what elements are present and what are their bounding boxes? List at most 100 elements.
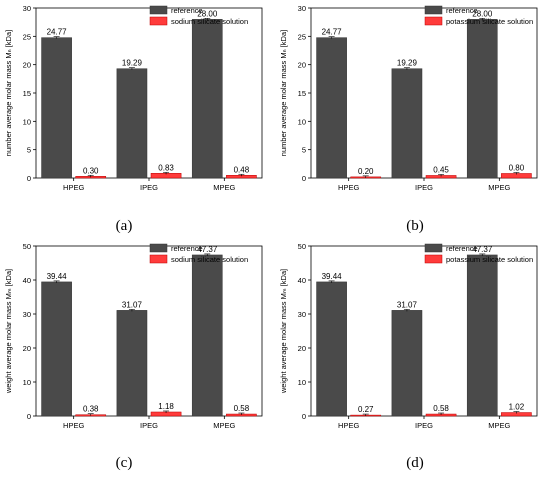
chart-panel-c: 0 10 20 30 40 50 weight average molar mass Mₘ … — [0, 238, 275, 438]
data-label: 28.00 — [472, 9, 493, 18]
y-tick-label: 5 — [302, 146, 306, 155]
y-axis-label: weight average molar mass Mₘ [kDa] — [4, 269, 13, 394]
legend-label: sodium silicate solution — [171, 17, 248, 26]
data-label: 24.77 — [322, 28, 343, 37]
x-tick-label: MPEG — [488, 183, 510, 192]
bar-reference — [316, 37, 347, 179]
x-tick-label: IPEG — [140, 183, 158, 192]
chart-panel-b: 0 5 10 15 20 25 30 number average molar mass Mₙ… — [275, 0, 550, 200]
legend-swatch — [424, 5, 443, 15]
legend-swatch — [424, 254, 443, 264]
legend-label: potassium silicate solution — [446, 17, 533, 26]
x-tick-label: HPEG — [63, 183, 84, 192]
y-tick-label: 50 — [298, 242, 306, 251]
legend-label: reference — [171, 244, 203, 253]
bar-reference — [116, 310, 148, 417]
x-tick-label: MPEG — [213, 183, 235, 192]
x-tick-label: IPEG — [415, 421, 433, 430]
x-tick-label: IPEG — [415, 183, 433, 192]
data-label: 28.00 — [197, 9, 218, 18]
y-tick-label: 30 — [23, 4, 31, 13]
bar-reference — [316, 281, 347, 417]
legend-label: reference — [171, 6, 203, 15]
bar-reference — [41, 281, 72, 417]
y-tick-label: 5 — [27, 146, 31, 155]
y-axis-label: number average molar mass Mₙ [kDa] — [279, 30, 288, 156]
bar-reference — [116, 68, 148, 179]
panel-label-c: (c) — [115, 455, 133, 471]
y-tick-label: 10 — [298, 117, 306, 126]
y-axis-label: number average molar mass Mₙ [kDa] — [4, 30, 13, 156]
legend-label: sodium silicate solution — [171, 255, 248, 264]
chart-d-svg: 0 10 20 30 40 50 weight average molar mass Mₘ … — [279, 242, 538, 430]
y-tick-label: 25 — [23, 32, 31, 41]
y-axis-label: weight average molar mass Mₘ [kDa] — [279, 269, 288, 394]
data-label: 0.58 — [433, 404, 449, 413]
data-label: 1.02 — [509, 403, 525, 412]
bar-reference — [466, 19, 498, 179]
x-tick-label: HPEG — [338, 421, 359, 430]
y-tick-label: 0 — [27, 174, 31, 183]
panel-label-a: (a) — [115, 218, 133, 234]
legend-swatch — [424, 243, 443, 253]
chart-a-svg: 0 5 10 15 20 25 30 number average molar mass Mₙ… — [4, 4, 263, 192]
y-tick-label: 10 — [23, 117, 31, 126]
data-label: 24.77 — [47, 28, 68, 37]
data-label: 0.45 — [433, 165, 449, 174]
data-label: 0.20 — [358, 167, 374, 176]
y-tick-label: 20 — [23, 344, 31, 353]
y-tick-label: 40 — [298, 276, 306, 285]
chart-c-svg: 0 10 20 30 40 50 weight average molar mass Mₘ … — [4, 242, 263, 430]
legend-swatch — [149, 5, 168, 15]
y-tick-label: 20 — [23, 61, 31, 70]
y-tick-label: 30 — [298, 4, 306, 13]
chart-panel-a: 0 5 10 15 20 25 30 number average molar mass Mₙ… — [0, 0, 275, 200]
y-tick-label: 15 — [23, 89, 31, 98]
legend-label: reference — [446, 244, 478, 253]
x-tick-label: MPEG — [488, 421, 510, 430]
y-tick-label: 15 — [298, 89, 306, 98]
y-tick-label: 30 — [298, 310, 306, 319]
legend-swatch — [149, 254, 168, 264]
bar-reference — [391, 310, 423, 417]
data-label: 0.38 — [83, 405, 99, 414]
panel-label-d: (d) — [406, 455, 424, 471]
y-tick-label: 40 — [23, 276, 31, 285]
y-tick-label: 10 — [298, 378, 306, 387]
data-label: 39.44 — [47, 272, 68, 281]
legend-label: potassium silicate solution — [446, 255, 533, 264]
y-tick-label: 25 — [298, 32, 306, 41]
y-tick-label: 50 — [23, 242, 31, 251]
legend-swatch — [149, 243, 168, 253]
bar-reference — [191, 19, 223, 179]
data-label: 31.07 — [122, 300, 143, 309]
y-tick-label: 20 — [298, 344, 306, 353]
x-tick-label: HPEG — [338, 183, 359, 192]
y-tick-label: 0 — [302, 174, 306, 183]
data-label: 0.58 — [234, 404, 250, 413]
legend-swatch — [424, 16, 443, 26]
y-tick-label: 0 — [27, 412, 31, 421]
bar-reference — [191, 254, 223, 417]
bar-reference — [391, 68, 423, 179]
legend-label: reference — [446, 6, 478, 15]
panel-label-b: (b) — [406, 218, 424, 234]
x-tick-label: MPEG — [213, 421, 235, 430]
legend-swatch — [149, 16, 168, 26]
x-tick-label: IPEG — [140, 421, 158, 430]
data-label: 31.07 — [397, 300, 418, 309]
bar-reference — [466, 254, 498, 417]
data-label: 0.80 — [509, 163, 525, 172]
data-label: 47.37 — [472, 245, 493, 254]
chart-b-svg: 0 5 10 15 20 25 30 number average molar mass Mₙ… — [279, 4, 538, 192]
data-label: 19.29 — [397, 59, 418, 68]
x-tick-label: HPEG — [63, 421, 84, 430]
data-label: 0.83 — [158, 163, 174, 172]
y-tick-label: 30 — [23, 310, 31, 319]
y-tick-label: 10 — [23, 378, 31, 387]
data-label: 47.37 — [197, 245, 218, 254]
chart-panel-d: 0 10 20 30 40 50 weight average molar mass Mₘ … — [275, 238, 550, 438]
data-label: 0.27 — [358, 405, 374, 414]
bar-reference — [41, 37, 72, 179]
y-tick-label: 0 — [302, 412, 306, 421]
